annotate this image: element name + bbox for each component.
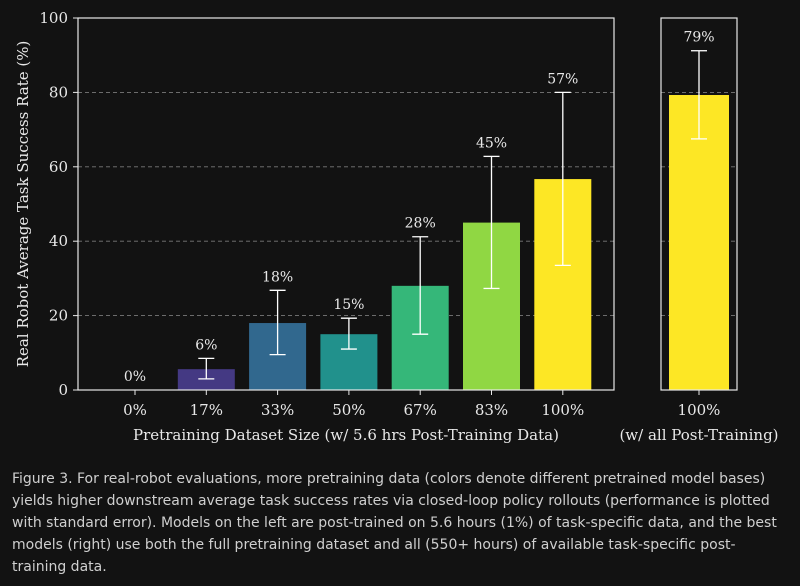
x-axis-label: Pretraining Dataset Size (w/ 5.6 hrs Pos… xyxy=(133,426,559,444)
y-tick-label: 0 xyxy=(58,381,68,399)
data-label: 15% xyxy=(333,297,364,313)
data-label: 6% xyxy=(195,337,217,353)
y-axis-label: Real Robot Average Task Success Rate (%) xyxy=(14,41,32,368)
data-label: 0% xyxy=(124,369,146,385)
y-tick-label: 20 xyxy=(49,307,68,325)
y-tick-label: 100 xyxy=(39,9,68,27)
y-tick-label: 60 xyxy=(49,158,68,176)
bar xyxy=(177,369,235,390)
x-tick-label: 17% xyxy=(190,401,223,419)
x-axis-label: (w/ all Post-Training) xyxy=(619,426,778,444)
x-tick-label: 67% xyxy=(404,401,437,419)
x-tick-label: 50% xyxy=(332,401,365,419)
data-label: 79% xyxy=(683,30,714,46)
data-label: 45% xyxy=(476,135,507,151)
figure-caption: Figure 3. For real-robot evaluations, mo… xyxy=(12,471,777,575)
x-tick-label: 83% xyxy=(475,401,508,419)
x-tick-label: 100% xyxy=(541,401,584,419)
chart-panel-left: 0% 0% 6% 17% 18% 33% 15% 50% 28% 67% 45% 83% 57% 100%… xyxy=(14,9,615,444)
data-label: 18% xyxy=(262,269,293,285)
x-tick-label: 100% xyxy=(678,401,721,419)
axes-frame xyxy=(77,17,615,391)
data-label: 28% xyxy=(405,216,436,232)
y-tick-label: 80 xyxy=(49,83,68,101)
x-tick-label: 33% xyxy=(261,401,294,419)
data-label: 57% xyxy=(547,71,578,87)
y-tick-label: 40 xyxy=(49,232,68,250)
bar xyxy=(669,95,729,390)
axes-frame xyxy=(660,17,738,391)
bar-chart-figure: 0% 0% 6% 17% 18% 33% 15% 50% 28% 67% 45% 83% 57% 100%… xyxy=(14,9,779,444)
chart-panel-right: 79% 100% (w/ all Post-Training) xyxy=(619,17,779,444)
x-tick-label: 0% xyxy=(123,401,147,419)
